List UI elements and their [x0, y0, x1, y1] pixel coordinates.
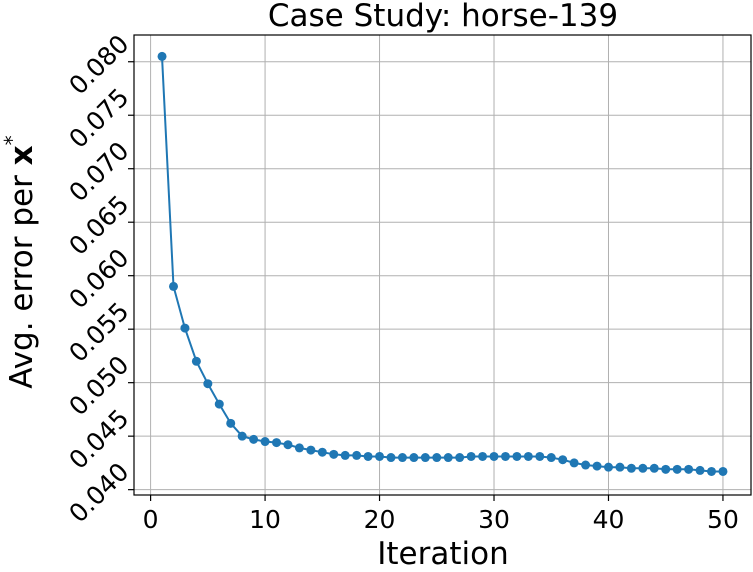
x-tick-label: 30	[478, 505, 510, 534]
y-axis-label-superscript: *	[0, 135, 24, 145]
data-point	[638, 463, 648, 473]
data-point	[375, 451, 385, 461]
data-point	[203, 379, 213, 389]
data-point	[432, 453, 442, 463]
data-point	[191, 356, 201, 366]
data-series	[157, 51, 728, 476]
data-point	[603, 462, 613, 472]
data-point	[535, 451, 545, 461]
data-point	[397, 453, 407, 463]
data-point	[329, 449, 339, 459]
data-point	[168, 281, 178, 291]
data-point	[592, 461, 602, 471]
data-point	[237, 431, 247, 441]
data-point	[649, 463, 659, 473]
x-tick-label: 40	[593, 505, 625, 534]
data-point	[272, 438, 282, 448]
data-point	[626, 463, 636, 473]
data-point	[157, 51, 167, 61]
data-point	[352, 450, 362, 460]
data-point	[249, 434, 259, 444]
data-point	[283, 440, 293, 450]
data-point	[695, 465, 705, 475]
y-axis-label-text: Avg. error per	[4, 165, 40, 388]
data-point	[317, 447, 327, 457]
data-point	[443, 453, 453, 463]
data-point	[455, 453, 465, 463]
y-axis-label-symbol: x	[4, 145, 40, 165]
chart-title: Case Study: horse-139	[268, 0, 618, 34]
x-tick-label: 0	[143, 505, 159, 534]
data-point	[180, 323, 190, 333]
data-point	[260, 437, 270, 447]
data-point	[707, 466, 717, 476]
data-point	[500, 451, 510, 461]
data-point	[306, 445, 316, 455]
data-point	[672, 464, 682, 474]
x-tick-label: 50	[707, 505, 739, 534]
data-point	[512, 451, 522, 461]
data-point	[409, 453, 419, 463]
data-point	[478, 451, 488, 461]
data-point	[466, 451, 476, 461]
data-point	[558, 455, 568, 465]
data-point	[684, 464, 694, 474]
data-point	[420, 453, 430, 463]
data-point	[363, 451, 373, 461]
x-tick-label: 10	[249, 505, 281, 534]
data-point	[340, 450, 350, 460]
data-point	[581, 460, 591, 470]
data-point	[386, 453, 396, 463]
x-axis-label: Iteration	[377, 536, 509, 572]
data-point	[569, 458, 579, 468]
data-point	[546, 453, 556, 463]
plot-frame	[133, 34, 752, 496]
data-point	[294, 443, 304, 453]
grid	[134, 35, 751, 495]
y-axis-label: Avg. error per x*	[0, 135, 40, 388]
data-point	[489, 451, 499, 461]
x-tick-label: 20	[364, 505, 396, 534]
data-point	[226, 418, 236, 428]
data-point	[523, 451, 533, 461]
data-point	[718, 466, 728, 476]
data-point	[214, 399, 224, 409]
data-point	[661, 464, 671, 474]
data-point	[615, 462, 625, 472]
